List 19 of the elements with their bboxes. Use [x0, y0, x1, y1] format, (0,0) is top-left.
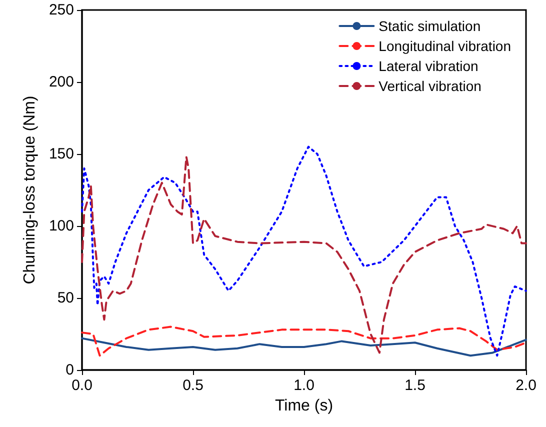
legend-label: Static simulation	[378, 18, 481, 34]
x-tick-label: 0.0	[72, 377, 92, 394]
y-tick-label: 50	[57, 290, 74, 306]
y-tick-label: 0	[66, 362, 74, 378]
y-tick-label: 250	[48, 2, 74, 18]
x-tick-label: 1.0	[294, 377, 314, 394]
y-axis-title: Churning-loss torque (Nm)	[22, 96, 39, 284]
line-series	[81, 337, 527, 357]
y-tick-label: 150	[48, 146, 74, 162]
y-tick-label: 100	[48, 218, 74, 234]
line-series	[81, 326, 527, 357]
x-tick-label: 2.0	[516, 377, 536, 394]
y-tick-label: 200	[48, 74, 74, 90]
x-tick-label: 0.5	[182, 377, 204, 394]
legend-label: Lateral vibration	[378, 58, 478, 74]
x-axis-title: Time (s)	[274, 398, 334, 414]
legend-label: Longitudinal vibration	[378, 38, 512, 54]
legend-label: Vertical vibration	[378, 78, 482, 94]
x-tick-label: 1.5	[404, 377, 426, 394]
